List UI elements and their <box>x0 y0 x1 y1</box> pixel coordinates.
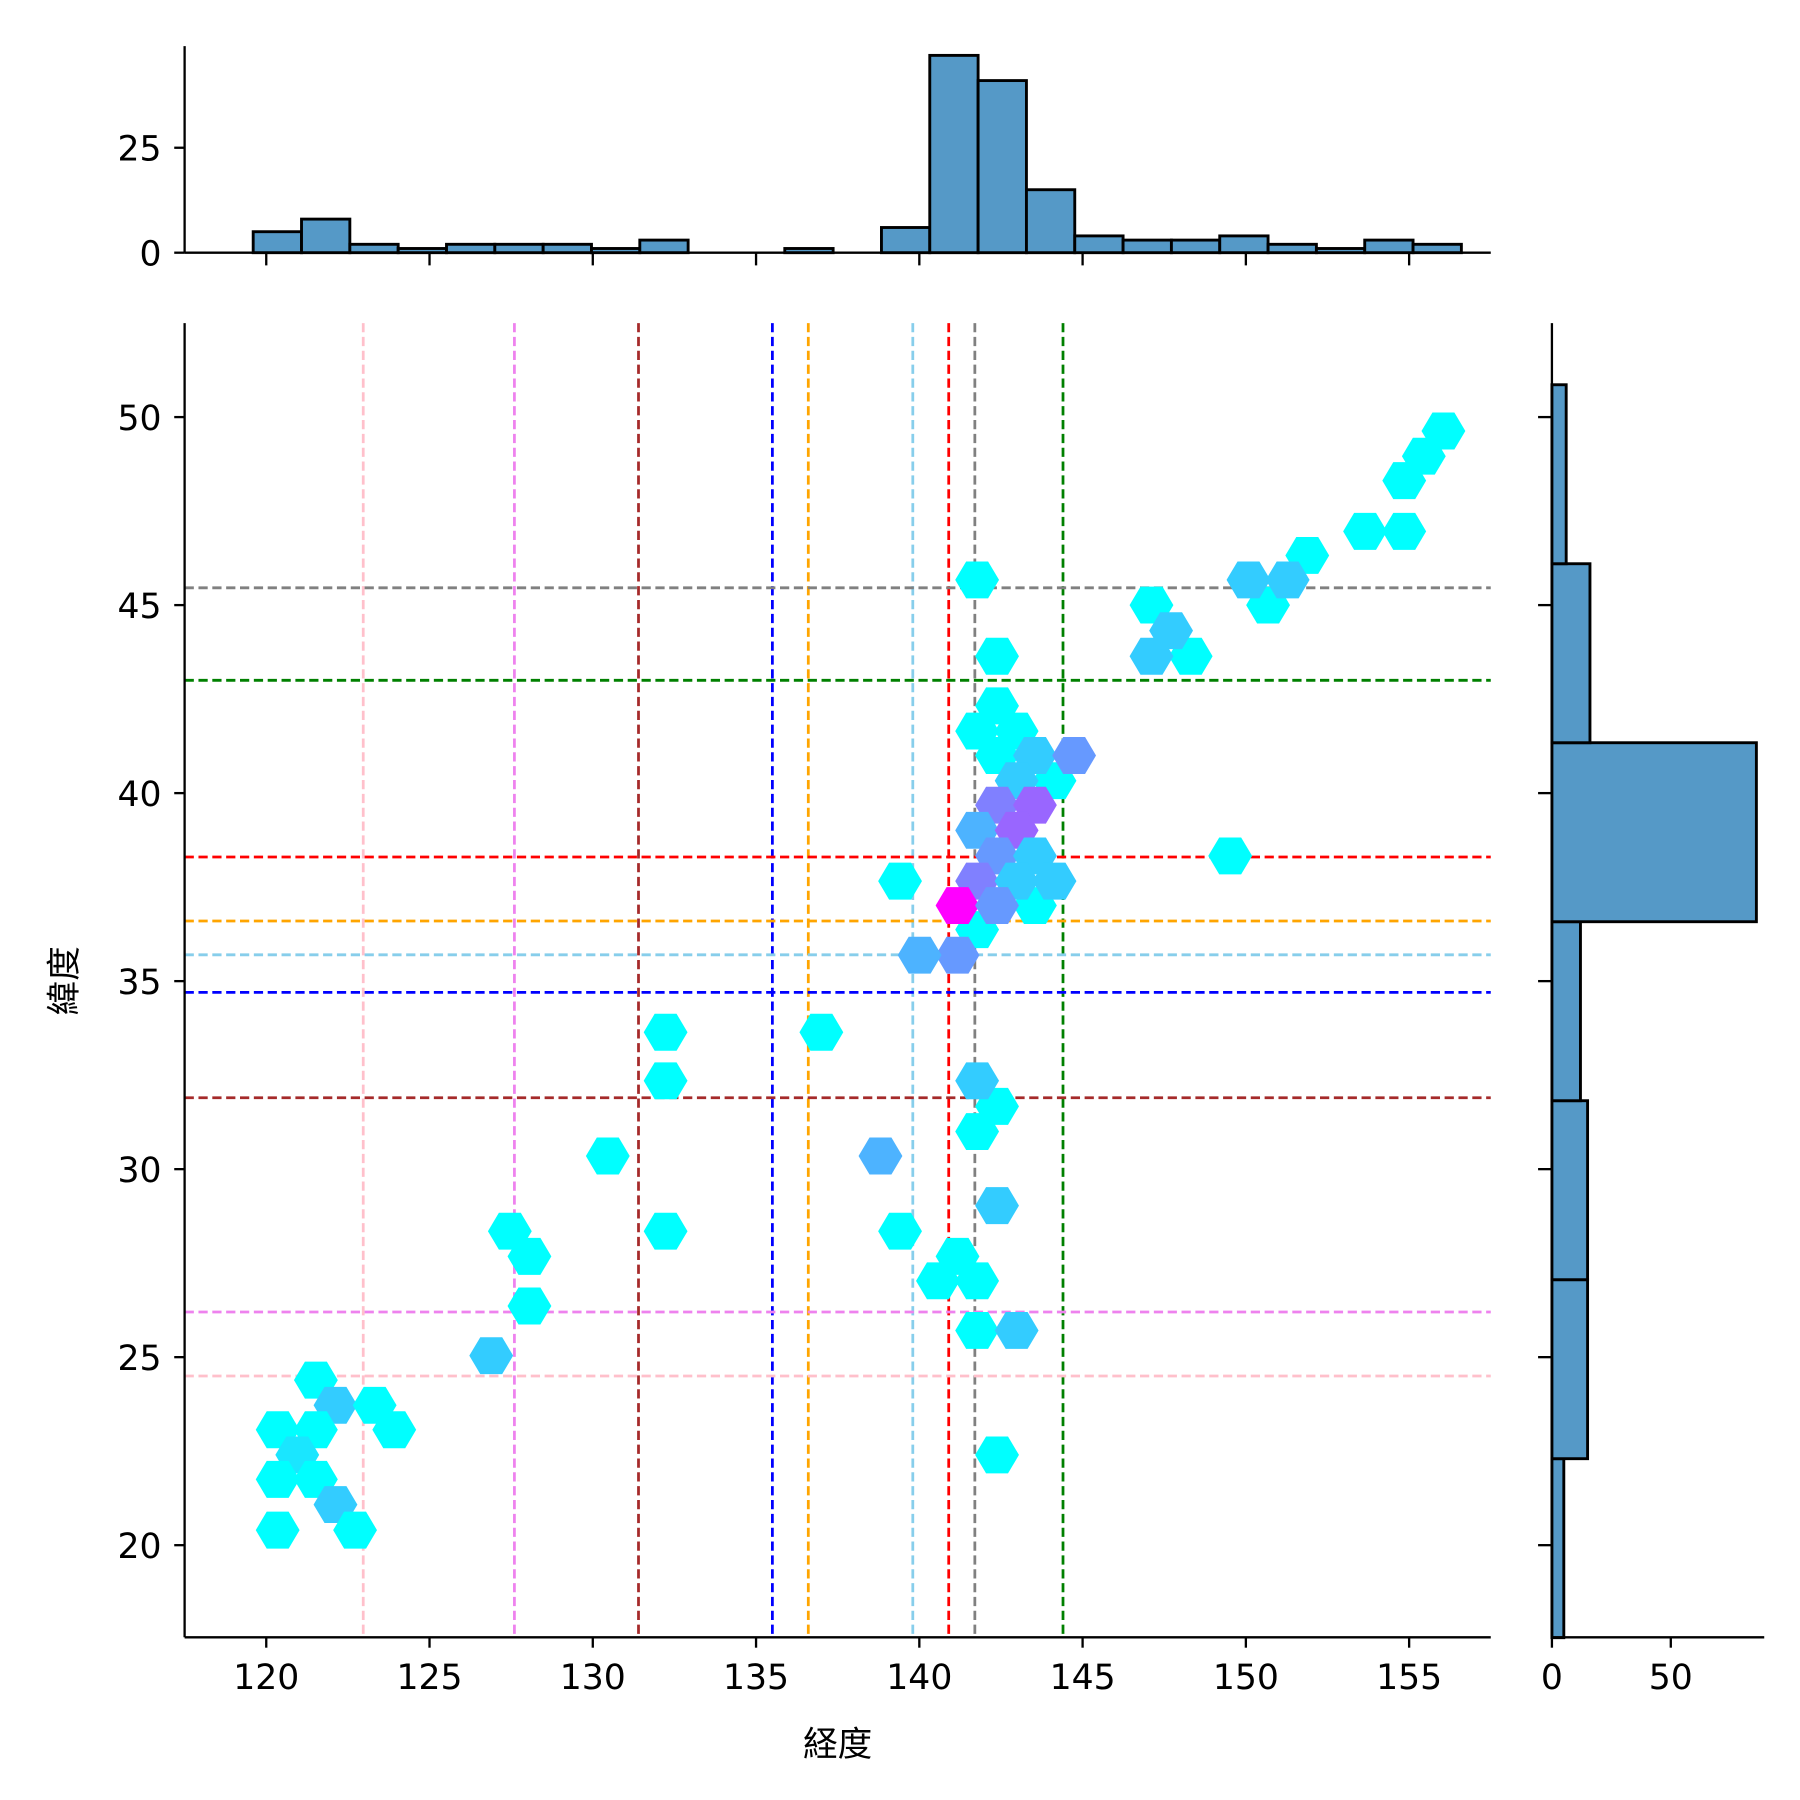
y-tick-label: 40 <box>117 775 161 815</box>
right-histogram-bar <box>1550 1457 1566 1640</box>
hexbin-cell <box>469 1337 514 1375</box>
y-tick-label: 25 <box>117 1339 161 1379</box>
top-histogram-bar <box>1121 238 1173 255</box>
hexbin-cell <box>585 1137 630 1175</box>
hexbin-cell <box>955 1062 1000 1100</box>
x-tick-label: 150 <box>1213 1658 1279 1698</box>
hexbin-cell <box>955 1262 1000 1300</box>
top-histogram-bar <box>1411 242 1463 255</box>
hexbin-cell <box>975 1436 1019 1474</box>
x-tick-label: 140 <box>886 1658 952 1698</box>
y-tick-label: 50 <box>117 399 161 439</box>
x-axis-label: 経度 <box>803 1725 872 1765</box>
top-hist-y-tick-label: 25 <box>117 129 161 169</box>
right-histogram-bar <box>1550 920 1582 1103</box>
right-hist-x-tick-label: 50 <box>1649 1658 1693 1698</box>
hexbin-cell <box>1226 561 1271 599</box>
hexbin-cell <box>507 1237 552 1275</box>
top-histogram-bar <box>1024 188 1077 255</box>
x-tick-label: 130 <box>560 1658 626 1698</box>
hexbin-cell <box>1032 862 1077 900</box>
top-histogram <box>251 53 1463 255</box>
right-histogram-bar <box>1550 1099 1590 1282</box>
hexbin-cell <box>643 1212 688 1250</box>
right-hist-x-tick-label: 0 <box>1541 1658 1563 1698</box>
x-tick-label: 125 <box>396 1658 462 1698</box>
hexbin-cell <box>799 1013 844 1051</box>
top-histogram-bar <box>1363 238 1415 255</box>
top-histogram-bar <box>1218 234 1270 255</box>
y-tick-label: 30 <box>117 1151 161 1191</box>
top-histogram-bar <box>251 230 303 255</box>
hexbin-cell <box>1265 561 1310 599</box>
top-histogram-bar <box>638 238 690 255</box>
y-tick-label: 20 <box>117 1527 161 1567</box>
hexbin-cell <box>935 887 980 925</box>
top-histogram-bar <box>348 242 400 255</box>
hexbin-cell <box>643 1062 688 1100</box>
hexbin-cell <box>1149 612 1194 650</box>
top-histogram-bar <box>493 242 545 255</box>
hexbin-cell <box>994 1312 1039 1349</box>
hexbin-cell <box>916 1262 960 1300</box>
top-histogram-bar <box>541 242 593 255</box>
x-tick-label: 135 <box>723 1658 789 1698</box>
right-histogram-bar <box>1550 383 1568 566</box>
hexbin-cell <box>507 1287 552 1325</box>
y-tick-label: 45 <box>117 587 161 627</box>
right-histogram-bar <box>1550 741 1758 924</box>
y-axis-label: 緯度 <box>45 946 85 1015</box>
right-histogram-bar <box>1550 1278 1590 1461</box>
hexbin-cell <box>897 936 942 974</box>
top-histogram-bar <box>880 226 932 255</box>
top-hist-y-tick-label: 0 <box>140 234 162 274</box>
top-histogram-bar <box>300 217 352 255</box>
hexbin-cell <box>255 1511 300 1549</box>
top-histogram-bar <box>976 79 1028 255</box>
axes: 120 125 130 135 140 145 150 155 20 25 30 35 40 45 50 0 2… <box>117 46 1765 1698</box>
x-tick-label: 120 <box>233 1658 299 1698</box>
hexbin-cell <box>975 637 1019 675</box>
hexbin-cell <box>955 1312 1000 1349</box>
top-histogram-bar <box>928 53 980 255</box>
hexbin-cell <box>935 936 980 974</box>
hexbin-cell <box>975 887 1019 925</box>
hexbin-cell <box>975 1187 1019 1225</box>
hexbin-cell <box>255 1460 300 1498</box>
y-tick-label: 35 <box>117 963 161 1003</box>
right-histogram-bar <box>1550 562 1592 745</box>
hexbin-cell <box>858 1137 903 1175</box>
top-histogram-bar <box>445 242 497 255</box>
top-histogram-bar <box>1073 234 1125 255</box>
hexbin-cell <box>1421 412 1466 450</box>
hexbin-cell <box>372 1411 417 1449</box>
hexbin-cell <box>1382 512 1427 550</box>
x-tick-label: 145 <box>1050 1658 1116 1698</box>
hexbin-cell <box>333 1511 377 1549</box>
hexbin-cell <box>878 1212 922 1250</box>
x-tick-label: 155 <box>1376 1658 1442 1698</box>
right-histogram <box>1550 383 1758 1640</box>
hexbin-cell <box>1052 737 1097 774</box>
reference-lines <box>184 323 1491 1638</box>
hexbin-cell <box>878 862 922 900</box>
top-histogram-bar <box>1266 242 1318 255</box>
top-histogram-bar <box>1169 238 1222 255</box>
hexbin-layer <box>255 412 1466 1549</box>
hexbin-cell <box>1343 512 1387 550</box>
hexbin-cell <box>1208 837 1253 875</box>
hexbin-cell <box>643 1013 688 1051</box>
hexbin-cell <box>955 561 1000 599</box>
